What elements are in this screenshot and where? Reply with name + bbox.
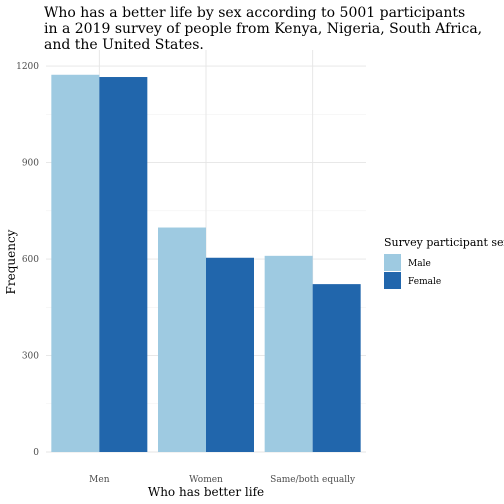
bars <box>51 74 361 453</box>
chart-title-line: Who has a better life by sex according t… <box>44 5 465 21</box>
x-axis-ticks: Men Women Same/both equally <box>89 475 356 485</box>
chart-title-line: in a 2019 survey of people from Kenya, N… <box>44 21 482 37</box>
chart-title-line: and the United States. <box>44 37 204 53</box>
y-tick-label: 0 <box>33 448 39 458</box>
y-tick-label: 900 <box>22 159 39 169</box>
bar-female-0 <box>99 77 148 452</box>
y-tick-label: 600 <box>22 255 39 265</box>
legend-label-female: Female <box>408 277 441 287</box>
bar-male-1 <box>158 227 206 452</box>
y-tick-label: 1200 <box>16 62 39 72</box>
legend-label-male: Male <box>408 259 431 269</box>
x-tick-label: Same/both equally <box>270 475 356 485</box>
x-tick-label: Men <box>89 475 110 485</box>
legend-key-male <box>384 254 401 271</box>
chart-title: Who has a better life by sex according t… <box>44 5 482 53</box>
legend-key-female <box>384 272 401 289</box>
bar-female-2 <box>312 284 361 452</box>
y-axis-ticks: 0 300 600 900 1200 <box>16 62 39 458</box>
bar-male-0 <box>51 74 100 453</box>
y-tick-label: 300 <box>22 352 39 362</box>
legend: Survey participant sex Male Female <box>384 236 504 289</box>
x-axis-title: Who has better life <box>148 485 264 499</box>
bar-female-1 <box>206 257 254 452</box>
y-axis-title: Frequency <box>4 229 18 294</box>
bar-male-2 <box>264 255 313 452</box>
legend-title: Survey participant sex <box>384 236 504 249</box>
x-tick-label: Women <box>189 475 223 485</box>
